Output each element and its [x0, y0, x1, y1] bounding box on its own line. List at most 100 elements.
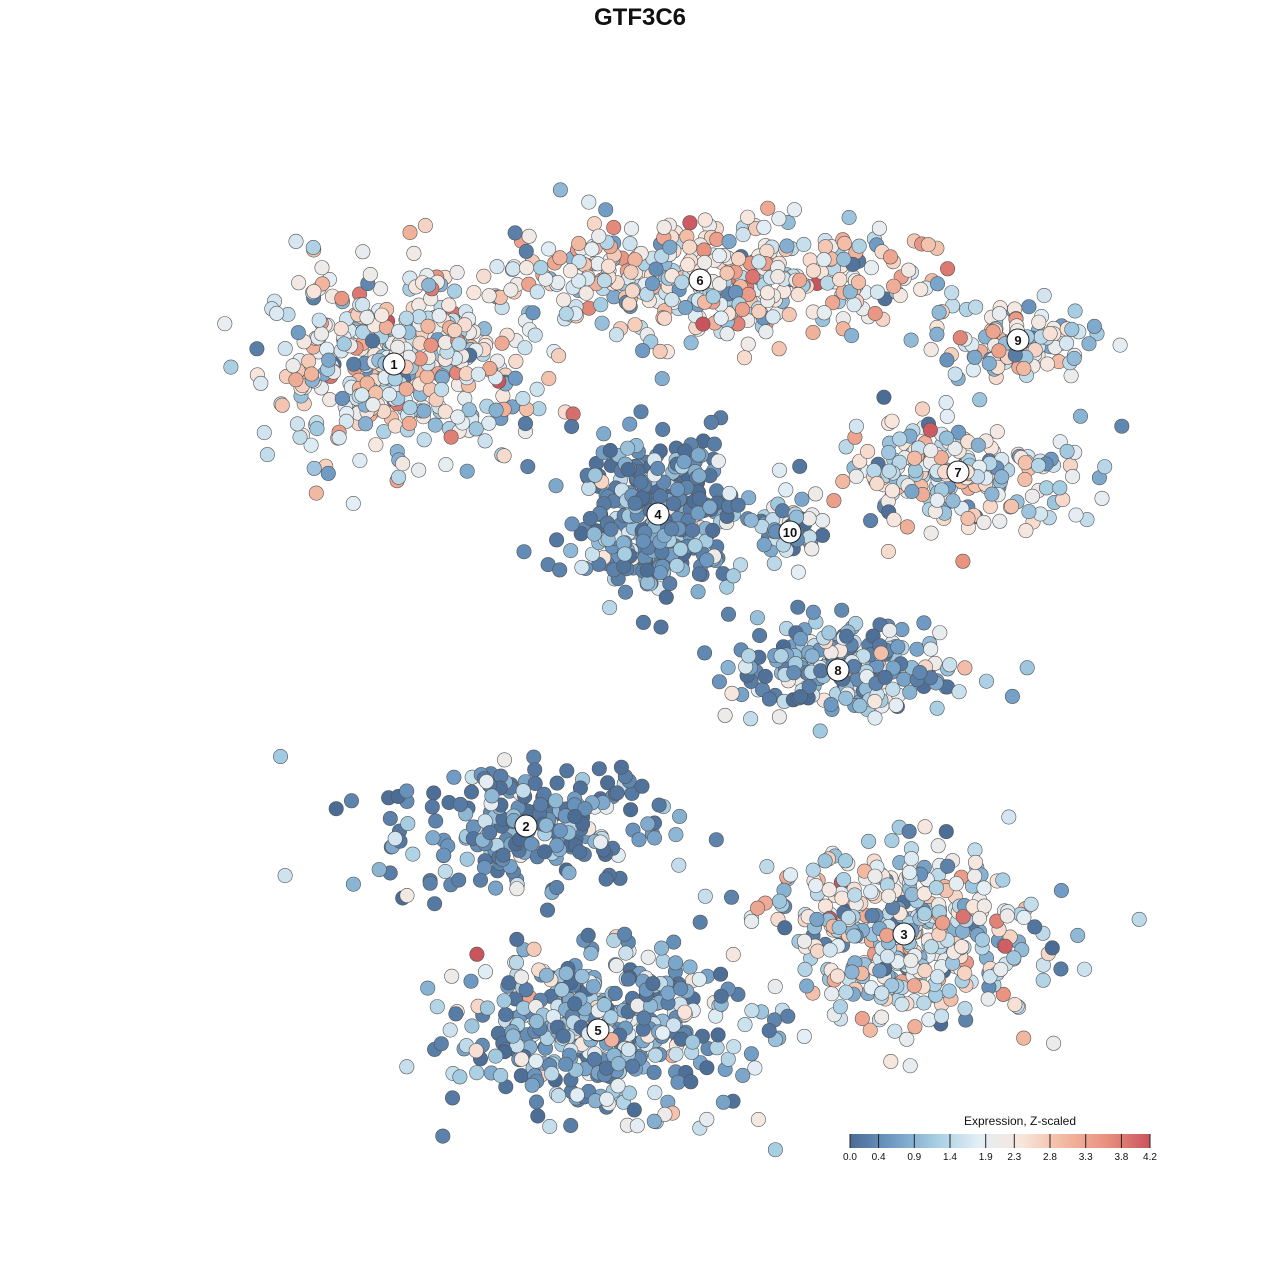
cell-point: [633, 404, 649, 420]
cell-point: [591, 761, 607, 777]
cell-point: [551, 348, 567, 364]
cell-point: [635, 533, 651, 549]
cell-point: [289, 416, 305, 432]
cell-point: [903, 953, 919, 969]
cell-point: [529, 284, 545, 300]
cell-point: [809, 911, 825, 927]
cell-point: [826, 493, 842, 509]
cell-point: [507, 370, 523, 386]
cell-point: [1131, 911, 1147, 927]
cell-point: [481, 415, 497, 431]
cell-point: [838, 628, 854, 644]
cell-point: [771, 211, 787, 227]
cell-point: [277, 868, 293, 884]
cell-point: [1073, 408, 1089, 424]
cell-point: [862, 1022, 878, 1038]
cell-point: [756, 219, 772, 235]
cell-point: [695, 316, 711, 332]
cell-point: [737, 1017, 753, 1033]
cell-point: [596, 273, 612, 289]
cell-point: [928, 880, 944, 896]
cell-point: [692, 914, 708, 930]
cell-point: [934, 915, 950, 931]
cell-point: [596, 997, 612, 1013]
cell-point: [715, 1094, 731, 1110]
cell-point: [938, 394, 954, 410]
cell-point: [563, 1118, 579, 1134]
cell-point: [673, 541, 689, 557]
cluster-label-2: 2: [514, 814, 538, 838]
cell-point: [501, 975, 517, 991]
cell-point: [682, 959, 698, 975]
cell-point: [804, 648, 820, 664]
cell-point: [617, 546, 633, 562]
cell-point: [954, 939, 970, 955]
cell-point: [684, 522, 700, 538]
colorbar-gradient: [850, 1134, 1150, 1148]
cell-point: [399, 887, 415, 903]
cell-point: [391, 323, 407, 339]
cell-point: [970, 437, 986, 453]
cell-point: [334, 390, 350, 406]
cell-point: [488, 1048, 504, 1064]
cell-point: [914, 401, 930, 417]
cell-point: [629, 1118, 645, 1134]
cell-point: [567, 996, 583, 1012]
cell-point: [710, 453, 726, 469]
cell-point: [668, 1046, 684, 1062]
cell-point: [822, 942, 838, 958]
cell-point: [945, 493, 961, 509]
colorbar-tick-label: 0.0: [843, 1152, 857, 1163]
cell-point: [709, 231, 725, 247]
cell-point: [670, 1074, 686, 1090]
cell-point: [696, 255, 712, 271]
cell-point: [450, 409, 466, 425]
cell-point: [884, 977, 900, 993]
cell-point: [848, 468, 864, 484]
cell-point: [600, 775, 616, 791]
cell-point: [622, 416, 638, 432]
cell-point: [805, 604, 821, 620]
cell-point: [825, 295, 841, 311]
cell-point: [548, 478, 564, 494]
svg-text:7: 7: [954, 465, 961, 480]
cell-point: [634, 778, 650, 794]
cell-point: [515, 390, 531, 406]
cell-point: [867, 693, 883, 709]
cell-point: [581, 194, 597, 210]
cell-point: [470, 366, 486, 382]
cell-point: [720, 1051, 736, 1067]
cell-point: [837, 853, 853, 869]
cell-point: [683, 1074, 699, 1090]
cell-point: [942, 657, 958, 673]
cell-point: [725, 568, 741, 584]
cell-point: [666, 1017, 682, 1033]
cell-point: [741, 648, 757, 664]
cell-point: [374, 307, 390, 323]
cell-point: [687, 538, 703, 554]
cell-point: [631, 832, 647, 848]
cell-point: [517, 416, 533, 432]
cell-point: [401, 415, 417, 431]
cell-point: [343, 793, 359, 809]
cell-point: [884, 483, 900, 499]
cell-point: [635, 343, 651, 359]
cell-point: [664, 292, 680, 308]
cell-point: [481, 288, 497, 304]
cell-point: [801, 511, 817, 527]
cell-point: [526, 941, 542, 957]
cell-point: [345, 495, 361, 511]
cell-point: [514, 1051, 530, 1067]
cell-point: [814, 513, 830, 529]
cell-point: [864, 907, 880, 923]
cell-point: [515, 783, 531, 799]
cell-point: [627, 495, 643, 511]
cell-point: [528, 1053, 544, 1069]
cell-point: [666, 934, 682, 950]
cell-point: [645, 976, 661, 992]
cell-point: [903, 851, 919, 867]
cell-point: [507, 225, 523, 241]
cell-point: [322, 392, 338, 408]
cell-point: [305, 240, 321, 256]
cell-point: [770, 269, 786, 285]
